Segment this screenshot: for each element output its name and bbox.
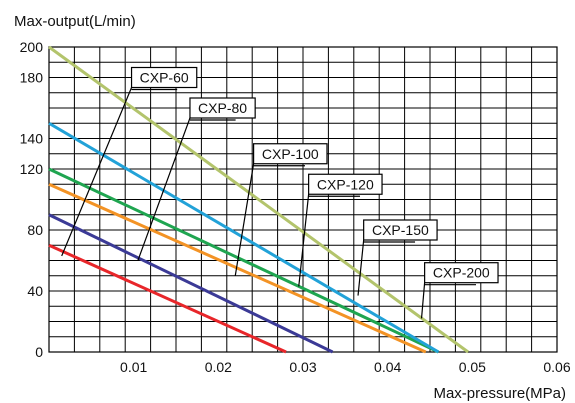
x-tick-label: 0.06 <box>543 359 570 375</box>
grid <box>49 47 557 352</box>
series-line-cxp-150 <box>48 121 440 354</box>
x-tick-label: 0.05 <box>459 359 486 375</box>
y-tick-label: 80 <box>27 222 43 238</box>
series-label-cxp-80: CXP-80 <box>198 100 247 116</box>
callout-leader-cxp-120 <box>298 194 310 287</box>
x-tick-label: 0.02 <box>205 359 232 375</box>
x-tick-label: 0.03 <box>289 359 316 375</box>
series-lines <box>48 45 469 354</box>
y-tick-labels: 0 40 80 120 140 180 200 <box>20 39 44 360</box>
y-tick-label: 0 <box>35 344 43 360</box>
series-line-cxp-100 <box>48 182 427 354</box>
x-axis-title: Max-pressure(MPa) <box>433 385 566 402</box>
series-label-cxp-200: CXP-200 <box>433 265 490 281</box>
series-line-cxp-120 <box>48 167 440 354</box>
y-tick-label: 40 <box>27 283 43 299</box>
callout-box-cxp-60 <box>130 66 198 89</box>
series-label-cxp-150: CXP-150 <box>372 222 429 238</box>
callout-box-cxp-120 <box>308 173 383 195</box>
x-tick-labels: 0.01 0.02 0.03 0.04 0.05 0.06 <box>120 359 571 375</box>
plot-frame <box>48 46 558 353</box>
callout-box-cxp-100 <box>253 143 328 165</box>
callout-box-cxp-200 <box>424 262 499 284</box>
series-label-cxp-120: CXP-120 <box>317 176 374 192</box>
y-tick-label: 120 <box>20 161 44 177</box>
series-line-cxp-200 <box>48 45 469 354</box>
series-label-cxp-60: CXP-60 <box>140 70 189 86</box>
x-tick-label: 0.04 <box>374 359 401 375</box>
callout-leader-cxp-60 <box>61 87 133 257</box>
series-line-cxp-60 <box>48 243 287 354</box>
y-axis-title: Max-output(L/min) <box>14 13 136 30</box>
x-tick-label: 0.01 <box>120 359 147 375</box>
callout-leader-cxp-200 <box>420 282 426 319</box>
y-tick-label: 140 <box>20 131 44 147</box>
callout-box-cxp-80 <box>189 97 256 119</box>
y-tick-label: 180 <box>20 70 44 86</box>
y-tick-label: 200 <box>20 39 44 55</box>
series-label-cxp-100: CXP-100 <box>262 146 319 162</box>
series-line-cxp-80 <box>48 213 334 354</box>
callout-leader-cxp-100 <box>234 163 255 276</box>
series-callouts: CXP-60 CXP-80 CXP-100 CXP-120 CXP-150 CXP-200 <box>61 66 499 319</box>
callout-leader-cxp-150 <box>357 239 365 296</box>
callout-box-cxp-150 <box>363 219 438 241</box>
callout-leader-cxp-80 <box>137 117 191 261</box>
